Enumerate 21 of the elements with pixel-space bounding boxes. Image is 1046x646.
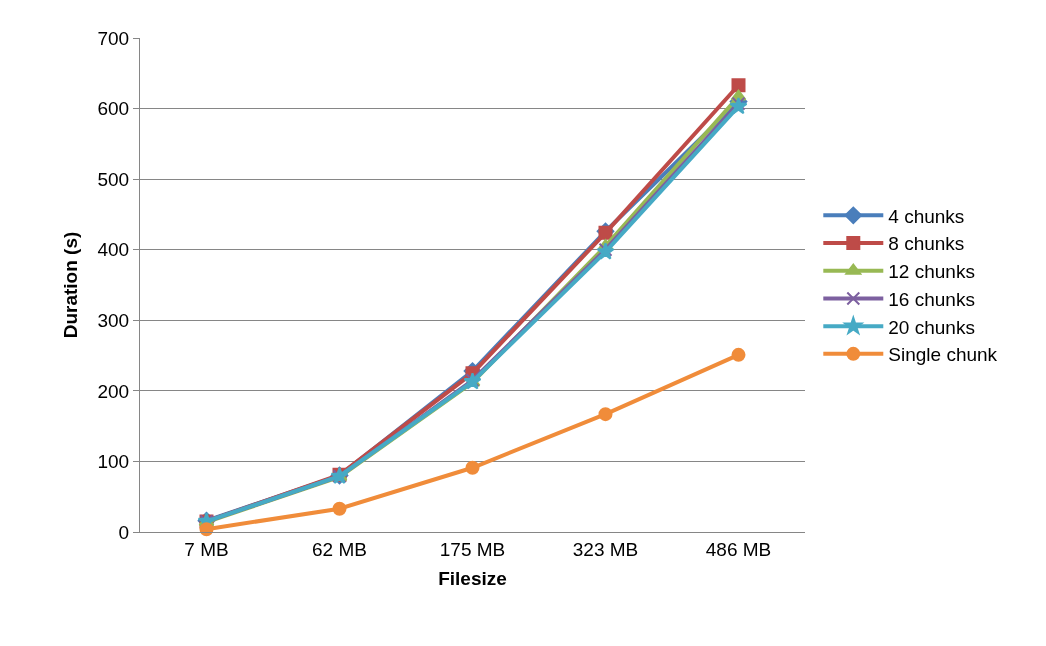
legend-label: 20 chunks <box>888 316 975 338</box>
legend-label: 16 chunks <box>888 288 975 310</box>
y-tick-label: 300 <box>97 309 130 331</box>
x-tick-label: 62 MB <box>312 538 367 560</box>
y-tick-label: 700 <box>97 27 130 49</box>
x-tick-label: 175 MB <box>439 538 506 560</box>
y-tick-label: 100 <box>97 451 130 473</box>
y-tick-label: 600 <box>97 98 130 120</box>
y-tick-label: 500 <box>97 168 130 190</box>
y-tick-label: 200 <box>97 380 130 402</box>
y-axis-title: Duration (s) <box>60 231 82 339</box>
legend-label: 12 chunks <box>888 261 975 283</box>
x-axis-title: Filesize <box>438 567 507 589</box>
y-tick-label: 400 <box>97 239 130 261</box>
legend-label: 4 chunks <box>888 205 965 227</box>
x-tick-label: 486 MB <box>705 538 772 560</box>
y-tick-label: 0 <box>118 521 130 543</box>
x-tick-label: 7 MB <box>184 538 229 560</box>
legend-label: 8 chunks <box>888 233 965 255</box>
legend-label: Single chunk <box>888 344 998 366</box>
x-tick-label: 323 MB <box>572 538 639 560</box>
